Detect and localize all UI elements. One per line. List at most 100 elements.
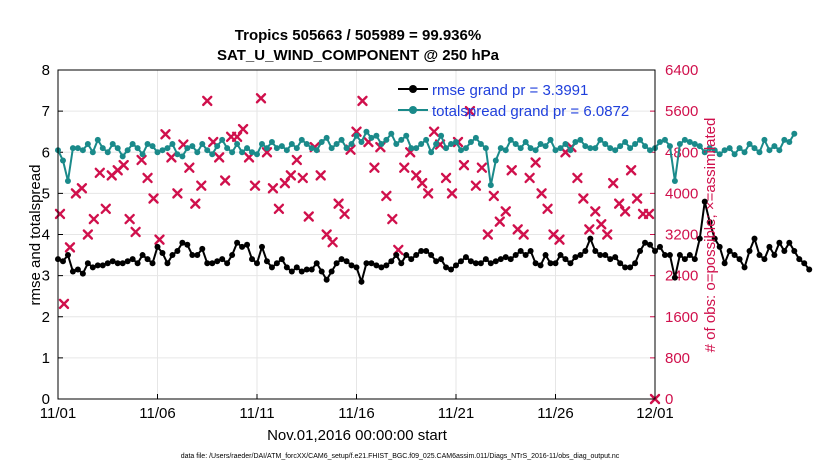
spread-point (298, 136, 305, 143)
spread-point (79, 147, 86, 154)
y-right-tick-label: 0 (665, 391, 673, 408)
spread-point (154, 149, 161, 156)
spread-point (303, 141, 310, 148)
obs-point (136, 154, 147, 166)
plot-frame (57, 69, 656, 400)
obs-point (255, 93, 267, 104)
obs-point (297, 172, 308, 184)
y-left-tick-label: 0 (42, 391, 50, 408)
obs-point (237, 123, 249, 135)
spread-point (239, 149, 246, 156)
obs-point (213, 152, 225, 163)
spread-point (124, 147, 131, 154)
spread-point (283, 147, 290, 154)
spread-point (234, 141, 241, 148)
x-axis-label: Nov.01,2016 00:00:00 start (267, 427, 448, 444)
spread-point (254, 151, 260, 158)
rmse-point (134, 260, 141, 267)
rmse-point (398, 260, 405, 267)
spread-point (552, 147, 559, 154)
spread-point (502, 147, 509, 154)
rmse-point (348, 262, 355, 269)
spread-point (736, 145, 743, 152)
rmse-point (746, 247, 753, 254)
rmse-point (79, 270, 86, 277)
obs-series (54, 93, 661, 405)
rmse-point (234, 239, 241, 246)
rmse-point (328, 268, 335, 275)
rmse-point (701, 198, 708, 205)
y-right-tick-label: 4800 (665, 144, 698, 161)
obs-point (613, 198, 625, 209)
spread-point (681, 136, 688, 143)
rmse-point (89, 264, 96, 271)
spread-point (791, 130, 798, 137)
rmse-point (582, 247, 589, 254)
rmse-point (791, 247, 798, 254)
spread-point (453, 138, 459, 145)
spread-point (428, 149, 435, 156)
legend-spread-marker (409, 106, 417, 114)
obs-point (190, 198, 201, 209)
rmse-point (736, 256, 743, 263)
rmse-point (298, 268, 305, 275)
rmse-point (273, 260, 280, 267)
spread-point (467, 138, 474, 145)
rmse-point (806, 266, 813, 273)
y-left-label: rmse and totalspread (27, 165, 44, 306)
spread-point (413, 145, 420, 152)
spread-point (368, 134, 375, 141)
spread-point (642, 143, 649, 150)
rmse-point (413, 252, 420, 259)
obs-point (202, 95, 213, 107)
spread-point (512, 141, 519, 148)
obs-point (602, 229, 613, 240)
rmse-point (502, 254, 509, 261)
y-right-label: # of obs: o=possible; ×=assimilated (702, 118, 719, 353)
rmse-point (169, 252, 176, 259)
obs-point (118, 159, 129, 171)
rmse-point (114, 260, 121, 267)
spread-point (612, 147, 619, 154)
rmse-point (258, 243, 265, 250)
rmse-point (771, 252, 778, 259)
rmse-point (647, 241, 654, 248)
spread-point (263, 145, 270, 152)
spread-point (328, 145, 335, 152)
obs-point (148, 193, 159, 204)
rmse-point (602, 252, 609, 259)
rmse-point (214, 258, 221, 265)
rmse-point (323, 276, 330, 283)
rmse-point (194, 252, 201, 259)
y-left-tick-label: 7 (42, 103, 50, 120)
spread-point (109, 141, 116, 148)
spread-point (572, 138, 579, 145)
obs-point (327, 237, 338, 248)
rmse-point (487, 260, 494, 267)
obs-point (500, 206, 511, 217)
spread-point (756, 149, 763, 156)
obs-point (172, 188, 183, 199)
spread-point (696, 143, 703, 150)
spread-point (313, 147, 320, 154)
rmse-point (492, 258, 499, 265)
obs-point (464, 105, 476, 117)
rmse-point (383, 262, 390, 269)
spread-point (622, 138, 629, 145)
rmse-point (363, 260, 370, 267)
obs-point (536, 188, 547, 199)
rmse-point (318, 268, 325, 275)
spread-point (378, 141, 385, 148)
spread-point (214, 143, 221, 150)
spread-point (527, 145, 534, 152)
x-ticks: 11/01 11/06 11/11 11/16 11/21 11/26 12/01 (40, 394, 674, 422)
rmse-point (726, 247, 733, 254)
rmse-point (224, 260, 231, 267)
obs-point (399, 162, 410, 173)
spread-point (532, 147, 539, 154)
spread-point (164, 145, 171, 152)
rmse-point (343, 258, 350, 265)
rmse-point (666, 252, 673, 259)
rmse-point (94, 262, 101, 269)
obs-point (339, 208, 350, 220)
